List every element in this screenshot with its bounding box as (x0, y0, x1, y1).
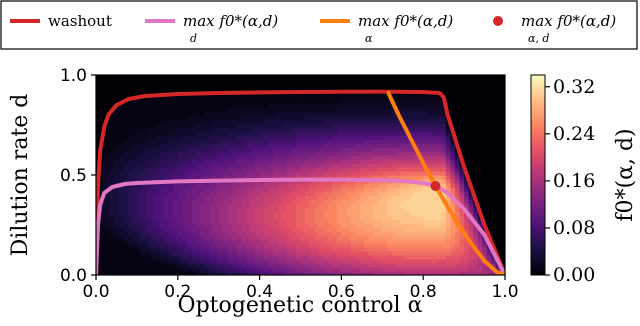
colorbar-tick-label: 0.32 (553, 76, 595, 98)
legend-label-subscript: d (190, 32, 197, 45)
legend-entry-maxa: max f0*(α,d) α (320, 12, 453, 45)
y-tick-label: 1.0 (60, 66, 87, 86)
series-maxa-line (386, 91, 505, 275)
legend-label: max f0*(α,d) (183, 12, 278, 30)
colorbar-gradient (530, 74, 546, 276)
x-tick-label: 0.6 (328, 282, 355, 302)
legend-entry-maxad: max f0*(α,d) α, d (493, 12, 616, 45)
plot-area: 0.0 0.2 0.4 0.6 0.8 1.0 0.0 0.5 1.0 (60, 66, 519, 302)
y-axis-label: Dilution rate d (8, 94, 33, 257)
colorbar-tick-label: 0.00 (553, 264, 595, 286)
series-washout-line (96, 89, 505, 275)
x-tick-label: 0.8 (410, 282, 437, 302)
legend-label: max f0*(α,d) (358, 12, 453, 30)
legend-swatch (493, 16, 503, 26)
max-point-marker (430, 181, 441, 191)
x-tick-label: 0.4 (246, 282, 273, 302)
colorbar-tick-label: 0.08 (553, 217, 595, 239)
legend-label: washout (48, 12, 112, 30)
legend-label-subscript: α, d (528, 32, 549, 45)
legend-entry-maxd: max f0*(α,d) d (145, 12, 278, 45)
y-tick-label: 0.0 (60, 266, 87, 286)
x-tick-label: 0.2 (164, 282, 191, 302)
legend-frame (0, 0, 638, 50)
legend-entry-washout: washout (10, 12, 112, 30)
colorbar-tick-label: 0.16 (553, 170, 595, 192)
x-tick-label: 0.0 (82, 282, 109, 302)
colorbar: 0.00 0.08 0.16 0.24 0.32 f0*(α, d) (530, 74, 638, 286)
legend-label: max f0*(α,d) (521, 12, 616, 30)
x-tick-label: 1.0 (491, 282, 518, 302)
colorbar-tick-label: 0.24 (553, 123, 595, 145)
x-axis-label: Optogenetic control α (178, 293, 423, 318)
colorbar-label: f0*(α, d) (613, 128, 638, 221)
series-maxd-line (96, 177, 505, 275)
legend-label-subscript: α (365, 32, 373, 45)
y-tick-label: 0.5 (60, 166, 87, 186)
